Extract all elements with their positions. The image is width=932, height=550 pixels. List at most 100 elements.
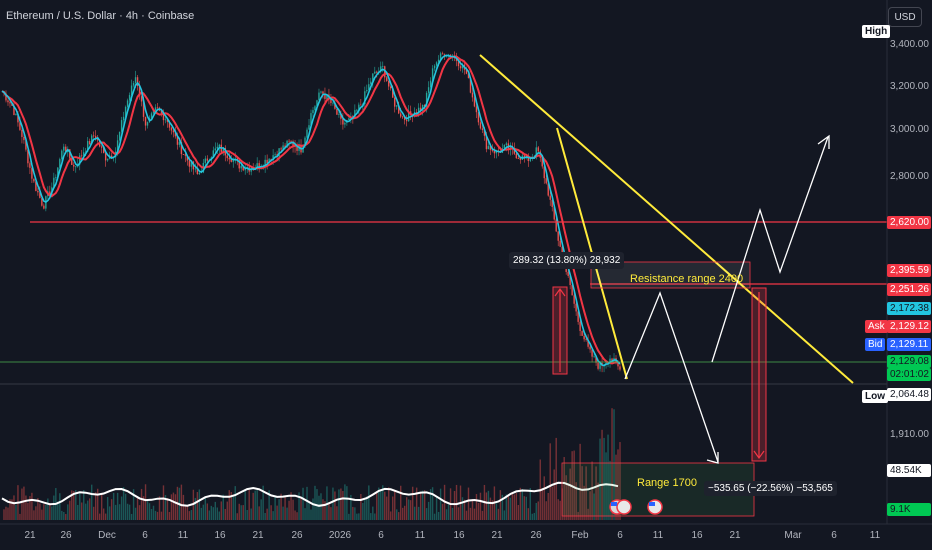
volume-bar <box>49 503 51 520</box>
volume-bar <box>467 487 470 520</box>
candle-body <box>75 166 77 168</box>
candle-body <box>583 335 585 340</box>
volume-bar <box>278 499 280 520</box>
volume-bar <box>513 494 516 520</box>
measure-up-label[interactable]: 289.32 (13.80%) 28,932 <box>509 252 625 269</box>
candle-body <box>126 100 129 107</box>
range-1700-label[interactable]: Range 1700 <box>637 477 697 489</box>
volume-bar <box>194 497 197 520</box>
candle-body <box>372 73 374 82</box>
volume-bar <box>206 503 209 520</box>
volume-bar <box>106 497 109 520</box>
currency-button[interactable]: USD <box>888 7 922 27</box>
volume-bar <box>346 486 348 520</box>
candle-body <box>238 160 240 169</box>
bid-label: Bid <box>865 338 886 351</box>
volume-bar <box>421 490 424 520</box>
volume-bar <box>338 489 340 520</box>
volume-bar <box>134 507 137 520</box>
candle-body <box>553 206 555 220</box>
candle-body <box>310 113 312 126</box>
candle-body <box>435 62 438 66</box>
candle-body <box>49 191 51 195</box>
volume-bar <box>509 497 512 520</box>
candle-body <box>156 107 159 109</box>
candle-body <box>581 330 583 336</box>
candle-body <box>7 100 9 103</box>
candle-body <box>348 118 350 120</box>
volume-bar <box>258 506 260 520</box>
volume-bar <box>116 492 119 520</box>
candle-body <box>392 88 394 98</box>
candle-body <box>222 148 224 152</box>
candle-body <box>240 165 242 169</box>
volume-bar <box>166 498 169 520</box>
volume-bar <box>81 502 83 520</box>
volume-bar <box>523 496 526 520</box>
volume-bar <box>282 506 284 520</box>
candle-body <box>100 146 103 148</box>
volume-bar <box>226 501 228 520</box>
volume-bar <box>290 492 292 520</box>
candle-body <box>33 178 35 182</box>
volume-bar <box>374 513 376 520</box>
volume-bar <box>559 500 561 520</box>
volume-bar <box>256 489 258 520</box>
candle-body <box>421 105 424 111</box>
candle-body <box>368 84 370 91</box>
volume-bar <box>212 507 215 520</box>
candle-body <box>292 141 294 147</box>
moving-average-cyan <box>1 54 621 367</box>
candle-body <box>611 358 613 362</box>
candle-body <box>396 105 398 107</box>
volume-bar <box>254 490 256 520</box>
time-tick: 21 <box>252 530 264 541</box>
candle-body <box>523 155 526 158</box>
volume-bar <box>382 485 384 520</box>
candle-body <box>106 158 109 161</box>
candle-body <box>318 92 320 101</box>
volume-bar <box>288 500 290 520</box>
candle-body <box>13 105 15 116</box>
volume-bar <box>260 499 262 520</box>
resistance-label[interactable]: Resistance range 2400 <box>630 273 744 285</box>
volume-small-badge: 9.1K <box>887 503 931 516</box>
measure-down-label[interactable]: −535.65 (−22.56%) −53,565 <box>704 481 837 496</box>
low-price-badge: 2,064.48 <box>887 388 931 401</box>
volume-bar <box>196 492 199 520</box>
time-tick: 6 <box>378 530 384 541</box>
candle-body <box>184 154 187 156</box>
time-tick: 6 <box>142 530 148 541</box>
candle-body <box>425 92 428 107</box>
price-tick: 1,910.00 <box>890 429 929 440</box>
volume-bar <box>57 501 59 520</box>
candle-body <box>194 168 197 170</box>
candle-body <box>96 139 99 141</box>
volume-bar <box>555 437 557 520</box>
candle-body <box>53 177 55 188</box>
volume-bar <box>400 485 402 520</box>
candle-body <box>102 147 105 154</box>
candle-body <box>597 362 599 369</box>
projection-path-down-arrowhead <box>706 452 719 464</box>
candle-body <box>489 146 492 150</box>
candle-body <box>445 56 448 58</box>
volume-bar <box>306 486 308 520</box>
candle-body <box>19 122 21 130</box>
candle-body <box>509 145 512 150</box>
candle-body <box>394 97 396 107</box>
volume-bar <box>447 504 450 520</box>
candle-body <box>475 106 478 113</box>
volume-bar <box>120 496 123 520</box>
candle-body <box>539 151 541 158</box>
volume-bar <box>202 504 205 520</box>
volume-bar <box>222 494 224 520</box>
candle-body <box>439 53 442 60</box>
candle-body <box>358 104 360 110</box>
volume-bar <box>579 443 581 520</box>
price-badge-2620: 2,620.00 <box>887 216 931 229</box>
volume-bar <box>511 491 514 520</box>
volume-bar <box>89 498 91 520</box>
candle-body <box>366 90 368 92</box>
